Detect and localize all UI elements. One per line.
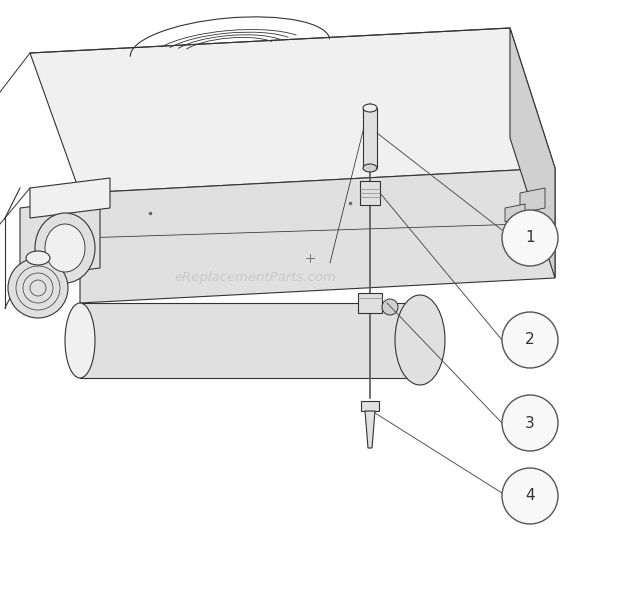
Text: 2: 2 (525, 333, 535, 348)
Ellipse shape (45, 224, 85, 272)
Polygon shape (20, 198, 100, 278)
Polygon shape (365, 411, 375, 448)
Ellipse shape (35, 213, 95, 283)
Polygon shape (360, 181, 380, 205)
Ellipse shape (363, 164, 377, 172)
Polygon shape (30, 28, 555, 193)
Polygon shape (510, 28, 555, 278)
Ellipse shape (363, 104, 377, 112)
Text: 1: 1 (525, 230, 535, 246)
Circle shape (382, 299, 398, 315)
Ellipse shape (400, 303, 440, 378)
Circle shape (502, 395, 558, 451)
Circle shape (502, 210, 558, 266)
Polygon shape (30, 178, 110, 218)
Polygon shape (363, 108, 377, 168)
Polygon shape (361, 401, 379, 411)
Ellipse shape (26, 251, 50, 265)
Circle shape (8, 258, 68, 318)
Text: 3: 3 (525, 415, 535, 430)
Polygon shape (358, 293, 382, 313)
Polygon shape (520, 188, 545, 213)
Text: eReplacementParts.com: eReplacementParts.com (174, 272, 336, 285)
Circle shape (502, 468, 558, 524)
Polygon shape (505, 204, 525, 222)
Polygon shape (80, 303, 420, 378)
Polygon shape (80, 168, 555, 303)
Ellipse shape (65, 303, 95, 378)
Ellipse shape (395, 295, 445, 385)
Circle shape (502, 312, 558, 368)
Text: 4: 4 (525, 488, 535, 503)
